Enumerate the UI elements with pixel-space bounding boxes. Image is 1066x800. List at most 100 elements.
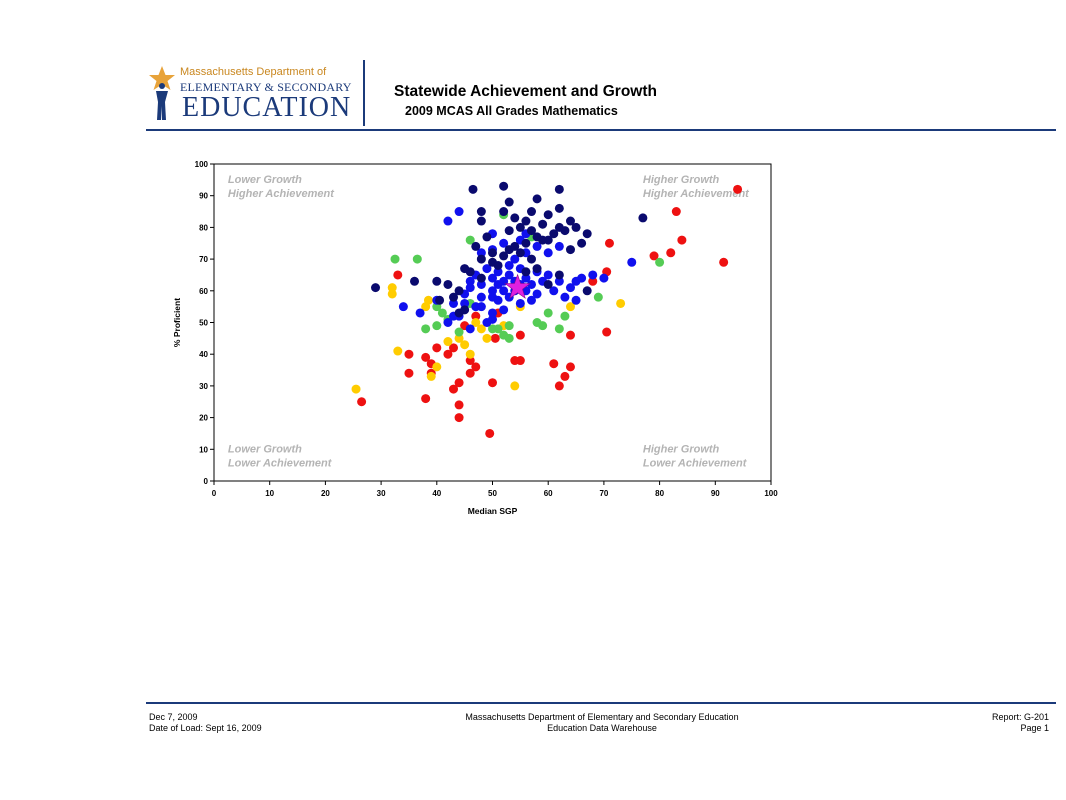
- data-point: [460, 340, 470, 350]
- data-point: [560, 226, 570, 236]
- quadrant-label: Higher Achievement: [228, 188, 335, 200]
- data-point: [627, 257, 637, 267]
- data-point: [565, 362, 575, 372]
- data-point: [476, 207, 486, 217]
- x-tick-label: 30: [377, 489, 386, 498]
- data-point: [476, 248, 486, 258]
- data-point: [554, 381, 564, 391]
- data-point: [538, 321, 548, 331]
- y-tick-label: 0: [204, 477, 209, 486]
- y-tick-label: 10: [199, 445, 208, 454]
- data-point: [671, 207, 681, 217]
- data-point: [510, 213, 520, 223]
- data-point: [554, 324, 564, 334]
- data-point: [423, 295, 433, 305]
- data-point: [465, 235, 475, 245]
- data-point: [449, 343, 459, 353]
- data-point: [588, 276, 598, 286]
- data-point: [543, 248, 553, 258]
- x-tick-label: 100: [764, 489, 778, 498]
- data-point: [549, 229, 559, 239]
- scatter-chart: 0 10 20 30 40 50 60 70 80 90 100 0 10 20 30 40 50 60 70 80 9…: [160, 150, 800, 525]
- data-point: [471, 362, 481, 372]
- data-point: [532, 241, 542, 251]
- data-point: [432, 321, 442, 331]
- data-point: [426, 371, 436, 381]
- data-point: [499, 238, 509, 248]
- data-point: [532, 264, 542, 274]
- data-point: [432, 276, 442, 286]
- data-point: [465, 283, 475, 293]
- data-point: [504, 321, 514, 331]
- data-point: [733, 184, 743, 194]
- quadrant-label: Higher Growth: [643, 443, 720, 455]
- data-point: [510, 356, 520, 366]
- x-tick-label: 10: [265, 489, 274, 498]
- data-point: [499, 207, 509, 217]
- data-point: [526, 226, 536, 236]
- data-point: [421, 352, 431, 362]
- y-tick-label: 100: [195, 160, 209, 169]
- data-point: [532, 289, 542, 299]
- data-point: [476, 273, 486, 283]
- x-tick-label: 90: [711, 489, 720, 498]
- data-point: [510, 241, 520, 251]
- data-point: [476, 279, 486, 289]
- data-point: [471, 318, 481, 327]
- data-point: [454, 286, 464, 296]
- data-point: [404, 368, 414, 378]
- footer-date: Dec 7, 2009: [149, 712, 198, 722]
- y-tick-label: 50: [199, 319, 208, 328]
- logo-dept-line: ELEMENTARY & SECONDARY: [180, 80, 352, 94]
- data-point: [560, 311, 570, 321]
- quadrant-label: Higher Growth: [643, 174, 720, 186]
- data-point: [510, 254, 520, 264]
- data-point: [415, 308, 425, 318]
- y-tick-label: 40: [199, 350, 208, 359]
- data-point: [421, 394, 431, 404]
- data-point: [543, 235, 553, 245]
- data-point: [616, 298, 626, 308]
- data-point: [454, 308, 464, 318]
- data-point: [471, 241, 481, 251]
- data-point: [476, 302, 486, 312]
- footer-org: Massachusetts Department of Elementary a…: [384, 712, 820, 734]
- data-point: [515, 248, 525, 258]
- footer-load-date: Date of Load: Sept 16, 2009: [149, 723, 262, 733]
- x-tick-label: 70: [599, 489, 608, 498]
- scatter-chart-svg: 0 10 20 30 40 50 60 70 80 90 100 0 10 20 30 40 50 60 70 80 9…: [172, 160, 778, 516]
- data-point: [719, 257, 729, 267]
- data-point: [476, 254, 486, 264]
- data-point: [432, 362, 442, 372]
- data-point: [515, 298, 525, 308]
- data-point: [371, 283, 381, 293]
- data-point: [526, 279, 536, 289]
- footer-report-id: Report: G-201: [991, 712, 1049, 722]
- data-point: [526, 295, 536, 305]
- data-point: [443, 279, 453, 289]
- data-point: [465, 368, 475, 378]
- data-point: [521, 238, 531, 248]
- data-point: [554, 203, 564, 213]
- data-point: [465, 356, 475, 366]
- data-point: [554, 184, 564, 194]
- data-point: [582, 286, 592, 296]
- data-point: [504, 226, 514, 236]
- data-point: [449, 384, 459, 394]
- data-point: [465, 349, 475, 359]
- data-point: [604, 238, 614, 248]
- state-star-marker: [504, 273, 531, 299]
- data-point: [554, 241, 564, 251]
- data-point: [476, 324, 486, 334]
- data-point: [482, 333, 492, 343]
- data-point: [499, 251, 509, 261]
- data-point: [521, 267, 531, 277]
- data-point: [526, 207, 536, 217]
- data-point: [493, 267, 503, 277]
- data-point: [638, 213, 648, 223]
- data-point: [521, 216, 531, 226]
- y-tick-label: 60: [199, 287, 208, 296]
- data-point: [565, 283, 575, 293]
- x-tick-label: 50: [488, 489, 497, 498]
- data-point: [649, 251, 659, 261]
